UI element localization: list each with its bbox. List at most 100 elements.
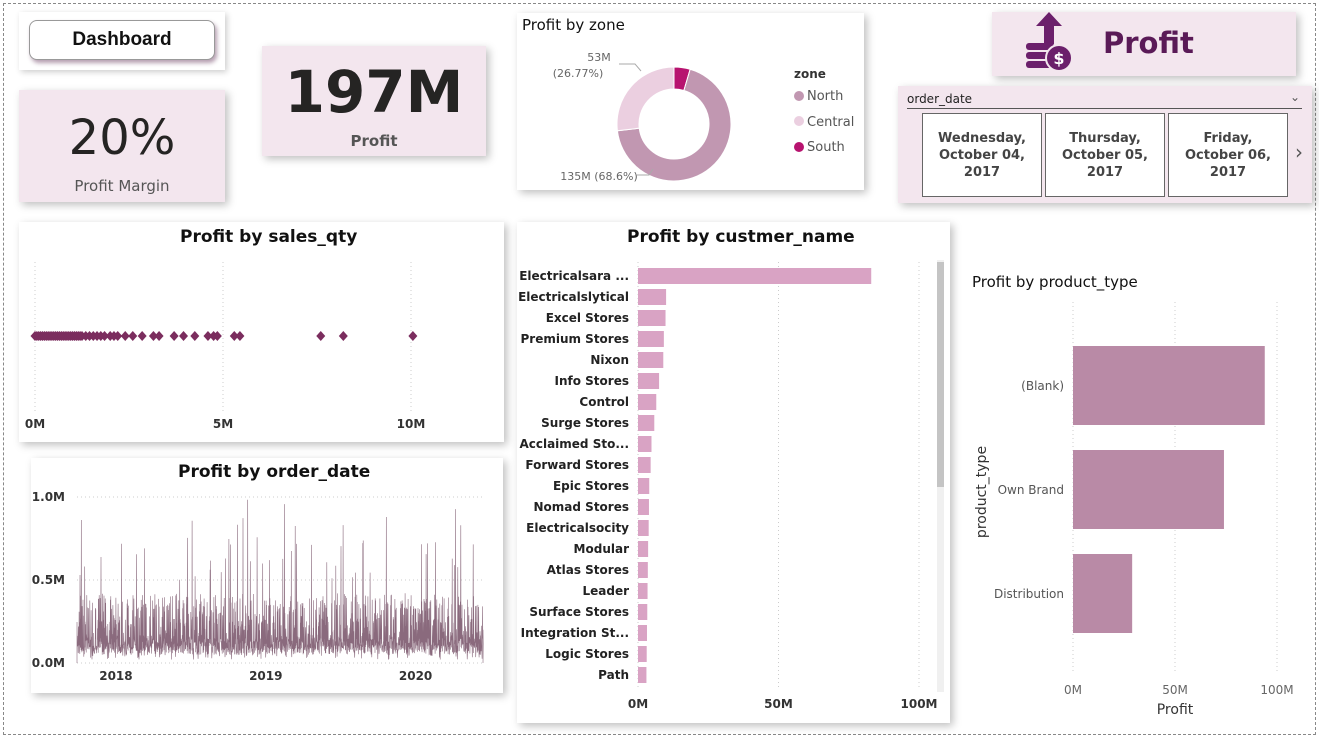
profit-line-series[interactable] (76, 499, 484, 664)
category-label: Info Stores (555, 374, 629, 388)
x-tick-label: 2019 (249, 669, 282, 683)
scatter-point[interactable] (338, 331, 348, 341)
product-type-bar[interactable] (1073, 450, 1224, 529)
customer-bar[interactable] (638, 541, 649, 557)
y-tick-label: 0.5M (32, 573, 65, 587)
scatter-point[interactable] (179, 331, 189, 341)
legend-central-label[interactable]: Central (807, 115, 854, 130)
dashboard-button[interactable]: Dashboard (29, 20, 215, 60)
category-label: Distribution (994, 587, 1064, 601)
scatter-point[interactable] (169, 331, 179, 341)
product-type-bar[interactable] (1073, 554, 1133, 633)
profit-margin-value: 20% (68, 110, 176, 166)
scatter-point[interactable] (148, 331, 158, 341)
customer-bar[interactable] (638, 625, 647, 641)
scrollbar-thumb[interactable] (937, 262, 944, 487)
category-label: Premium Stores (520, 332, 629, 346)
scatter-point[interactable] (203, 331, 213, 341)
y-tick-label: 0.0M (32, 656, 65, 670)
scatter-point[interactable] (120, 331, 130, 341)
customer-bar[interactable] (638, 604, 648, 620)
category-label: Electricalsocity (526, 521, 629, 535)
central-leader-line (619, 63, 642, 72)
customer-bar[interactable] (638, 646, 647, 662)
category-label: Acclaimed Sto... (519, 437, 629, 451)
x-tick-label: 100M (901, 697, 938, 711)
customer-bar[interactable] (638, 331, 664, 347)
category-label: Atlas Stores (547, 563, 629, 577)
customer-bar[interactable] (638, 478, 650, 494)
x-tick-label: 50M (764, 697, 793, 711)
slicer-next-chevron-icon[interactable]: › (1295, 140, 1303, 164)
slicer-field-label: order_date (907, 92, 973, 106)
customer-bar[interactable] (638, 310, 666, 326)
customer-bar[interactable] (638, 373, 660, 389)
donut-slice-central[interactable] (616, 66, 675, 132)
customer-bar[interactable] (638, 352, 664, 368)
category-label: Surface Stores (529, 605, 629, 619)
customer-bar[interactable] (638, 268, 872, 284)
x-tick-label: 0M (1064, 683, 1082, 697)
profit-by-zone-card[interactable]: Profit by zone 53M (26.77%) 135M (68.6%)… (517, 13, 864, 190)
customer-bar[interactable] (638, 457, 651, 473)
date-tile[interactable]: Friday, October 06, 2017 (1168, 113, 1288, 197)
scatter-point[interactable] (154, 331, 164, 341)
scatter-point[interactable] (113, 331, 123, 341)
legend-north-swatch (794, 91, 804, 101)
customer-chart-title: Profit by custmer_name (627, 227, 855, 247)
legend-north-label[interactable]: North (807, 89, 843, 104)
date-tile[interactable]: Thursday, October 05, 2017 (1045, 113, 1165, 197)
profit-kpi-card[interactable]: 197M Profit (262, 46, 486, 156)
category-label: Modular (574, 542, 630, 556)
customer-bar[interactable] (638, 562, 648, 578)
category-label: Leader (582, 584, 629, 598)
customer-bar[interactable] (638, 583, 648, 599)
profit-by-product-type-card[interactable]: Profit by product_type 0M 50M 100M (Blank) O… (963, 262, 1308, 722)
category-label: (Blank) (1021, 379, 1064, 393)
scatter-point[interactable] (128, 331, 138, 341)
legend-south-label[interactable]: South (807, 140, 845, 155)
date-tile[interactable]: Wednesday, October 04, 2017 (922, 113, 1042, 197)
product-type-bar-chart: 0M 50M 100M (Blank) Own Brand Distribution Pro… (974, 302, 1294, 718)
customer-bar-chart: 0M 50M 100M Electricalsara ... Electricalsly… (518, 260, 944, 711)
legend-central-swatch (794, 116, 804, 126)
category-label: Control (579, 395, 629, 409)
category-label: Nixon (590, 353, 629, 367)
profit-by-sales-qty-card[interactable]: Profit by sales_qty 0M 5M 10M (19, 222, 504, 442)
sales-qty-scatter-chart: 0M 5M 10M (25, 262, 425, 431)
scatter-point[interactable] (235, 331, 245, 341)
customer-bar[interactable] (638, 499, 649, 515)
scatter-point[interactable] (100, 331, 110, 341)
x-tick-label: 100M (1260, 683, 1293, 697)
scatter-point[interactable] (408, 331, 418, 341)
category-label: Electricalsara ... (519, 269, 629, 283)
scatter-point[interactable] (229, 331, 239, 341)
customer-bar[interactable] (638, 289, 667, 305)
profit-by-customer-card[interactable]: Profit by custmer_name 0M 50M 100M Electric… (517, 222, 950, 723)
y-axis-title: product_type (974, 446, 990, 538)
scatter-point[interactable] (190, 331, 200, 341)
customer-bar[interactable] (638, 667, 647, 683)
profit-margin-card[interactable]: 20% Profit Margin (19, 90, 225, 202)
x-tick-label: 2018 (99, 669, 132, 683)
customer-bar[interactable] (638, 394, 657, 410)
x-tick-label: 5M (213, 417, 233, 431)
category-label: Own Brand (998, 483, 1064, 497)
north-label-value: 135M (560, 170, 591, 183)
dashboard-button-container: Dashboard (19, 12, 225, 70)
central-label-percent: (26.77%) (553, 67, 604, 80)
slicer-dropdown-chevron-icon[interactable]: ⌄ (1289, 90, 1300, 104)
order-date-slicer[interactable]: order_date ⌄ Wednesday, October 04, 2017… (898, 86, 1312, 203)
scatter-point[interactable] (212, 331, 222, 341)
customer-bar[interactable] (638, 436, 652, 452)
customer-bar[interactable] (638, 415, 655, 431)
zone-chart-title: Profit by zone (522, 16, 625, 34)
scatter-point[interactable] (316, 331, 326, 341)
product-type-bar[interactable] (1073, 346, 1265, 425)
profit-by-order-date-card[interactable]: Profit by order_date 1.0M 0.5M 0.0M 2018 201… (31, 458, 503, 693)
profit-label: Profit (350, 132, 398, 150)
category-label: Nomad Stores (534, 500, 629, 514)
donut-slice-north[interactable] (616, 68, 732, 182)
customer-bar[interactable] (638, 520, 649, 536)
scatter-point[interactable] (137, 331, 147, 341)
